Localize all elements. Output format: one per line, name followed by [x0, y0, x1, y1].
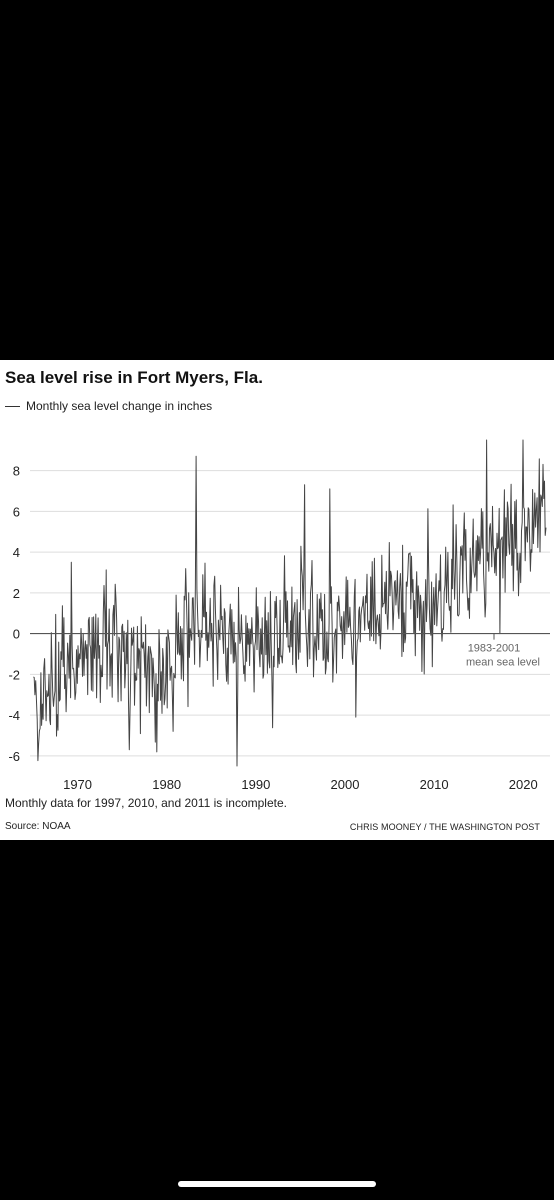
y-tick-label: 8 — [13, 464, 20, 479]
y-tick-label: -4 — [8, 708, 20, 723]
y-tick-label: 2 — [13, 586, 20, 601]
y-tick-label: -6 — [8, 749, 20, 764]
sea-level-series-line — [33, 439, 547, 767]
y-axis-labels: -6 -4 -2 0 2 4 6 8 — [8, 464, 20, 764]
y-tick-label: -2 — [8, 667, 20, 682]
series-group — [33, 439, 547, 767]
chart-card: Sea level rise in Fort Myers, Fla. Month… — [0, 360, 554, 840]
source-credit: Source: NOAA — [5, 821, 71, 832]
x-tick-label: 1980 — [152, 777, 181, 790]
grid-lines — [30, 470, 550, 757]
legend-line-swatch — [5, 405, 20, 407]
chart-title: Sea level rise in Fort Myers, Fla. — [5, 368, 263, 387]
x-tick-label: 2010 — [420, 777, 449, 790]
x-tick-label: 1990 — [241, 777, 270, 790]
author-credit: CHRIS MOONEY / THE WASHINGTON POST — [349, 822, 540, 832]
legend: Monthly sea level change in inches — [5, 399, 212, 413]
footnote: Monthly data for 1997, 2010, and 2011 is… — [5, 796, 287, 810]
home-indicator[interactable] — [178, 1181, 376, 1187]
x-tick-label: 2020 — [509, 777, 538, 790]
line-chart: -6 -4 -2 0 2 4 6 8 1970 1980 1990 2000 2010 2020 198… — [8, 439, 550, 790]
y-tick-label: 4 — [13, 545, 20, 560]
y-tick-label: 6 — [13, 504, 20, 519]
annotation-line-2: mean sea level — [466, 657, 540, 669]
x-tick-label: 1970 — [63, 777, 92, 790]
legend-label: Monthly sea level change in inches — [26, 399, 213, 413]
y-tick-label: 0 — [13, 627, 20, 642]
x-axis-labels: 1970 1980 1990 2000 2010 2020 — [63, 777, 538, 790]
annotation-line-1: 1983-2001 — [468, 643, 521, 655]
x-tick-label: 2000 — [331, 777, 360, 790]
